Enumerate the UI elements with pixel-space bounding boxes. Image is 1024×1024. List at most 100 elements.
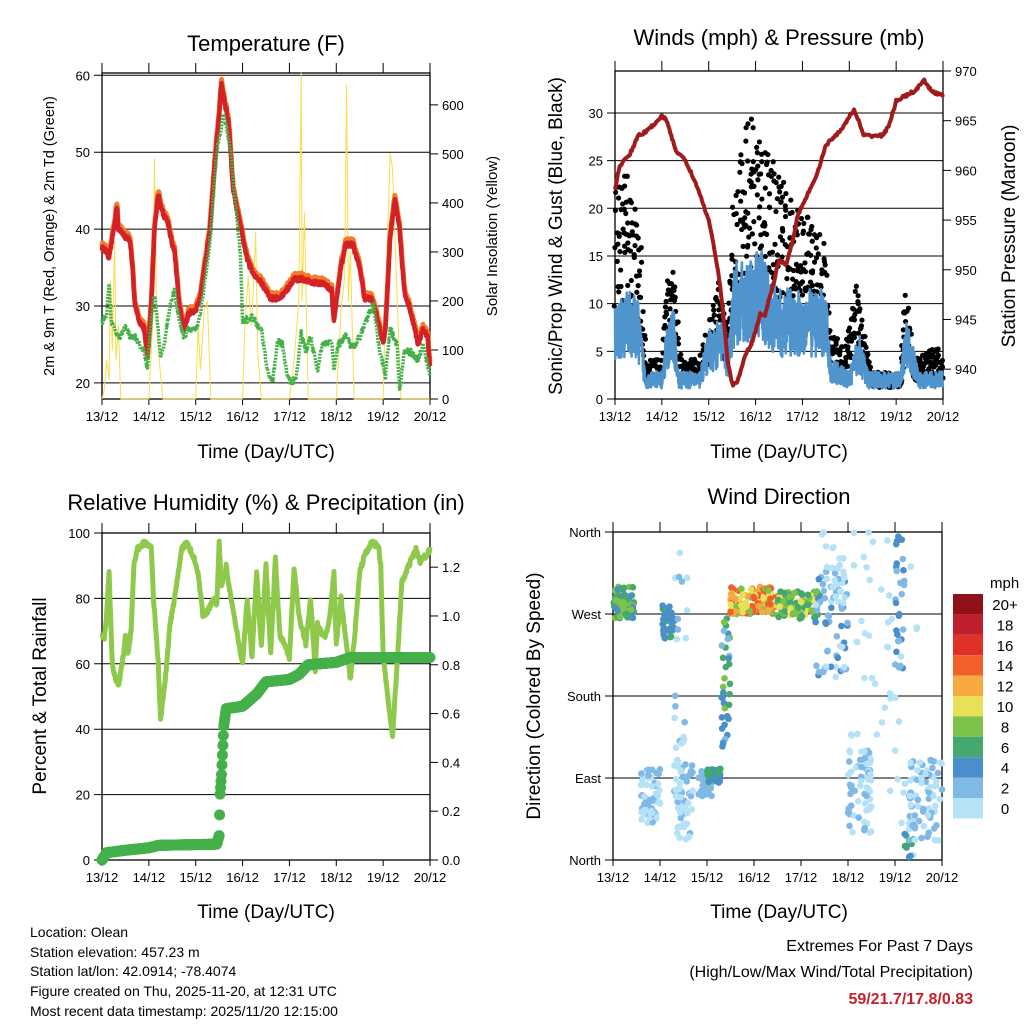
direction-point xyxy=(854,730,861,738)
direction-point xyxy=(907,759,914,767)
gust-point xyxy=(855,293,861,299)
direction-point xyxy=(629,584,637,591)
gust-point xyxy=(741,190,748,196)
gust-point xyxy=(746,234,752,240)
direction-point xyxy=(645,772,652,779)
gust-point xyxy=(621,206,627,212)
direction-point xyxy=(897,662,904,670)
direction-point xyxy=(683,778,691,785)
direction-point xyxy=(699,788,706,795)
direction-point xyxy=(895,718,903,725)
direction-point xyxy=(871,680,879,688)
gust-point xyxy=(863,344,869,351)
humidity-y2tick-label: 0.6 xyxy=(442,707,460,722)
legend-swatch-6 xyxy=(953,736,983,758)
direction-point xyxy=(844,809,852,816)
gust-point xyxy=(900,327,906,333)
direction-point xyxy=(614,607,621,615)
direction-point xyxy=(894,631,901,638)
direction-point xyxy=(726,680,734,688)
temperature-ytick-label: 60 xyxy=(76,68,90,83)
direction-xtick-label: 16/12 xyxy=(738,870,771,885)
gust-point xyxy=(757,204,763,210)
legend-label: 4 xyxy=(1001,760,1009,777)
direction-ytick-label: West xyxy=(572,607,602,622)
dewpoint-2m-line xyxy=(100,112,432,391)
gust-point xyxy=(776,174,782,180)
direction-point xyxy=(672,744,680,751)
extremes-subtitle: (High/Low/Max Wind/Total Precipitation) xyxy=(689,964,973,981)
direction-point xyxy=(858,763,865,771)
temperature-y2tick-label: 300 xyxy=(442,245,464,260)
direction-point xyxy=(892,540,900,548)
direction-point xyxy=(612,597,620,604)
direction-xtick-label: 20/12 xyxy=(926,870,959,885)
gust-point xyxy=(612,207,619,213)
humidity-y2tick-label: 0.8 xyxy=(442,658,460,673)
direction-point xyxy=(885,592,893,599)
direction-point xyxy=(914,766,921,774)
direction-point xyxy=(824,647,831,655)
direction-point xyxy=(688,806,695,813)
direction-point xyxy=(704,767,711,775)
direction-ytick-label: North xyxy=(569,853,601,868)
legend-swatch-2 xyxy=(953,777,983,798)
gust-point xyxy=(745,242,751,248)
direction-point xyxy=(656,800,664,807)
direction-point xyxy=(828,564,836,572)
humidity-xtick-label: 16/12 xyxy=(226,870,259,885)
gust-point xyxy=(631,254,637,261)
direction-point xyxy=(677,809,684,816)
direction-ytick-label: South xyxy=(567,689,601,704)
temperature-ytick-label: 30 xyxy=(76,299,90,314)
legend-swatch-14 xyxy=(953,655,983,676)
info-location: Location: Olean xyxy=(30,924,128,940)
gust-point xyxy=(640,308,646,315)
direction-point xyxy=(687,792,695,800)
humidity-y2tick-label: 0.0 xyxy=(442,853,460,868)
humidity-xtick-label: 17/12 xyxy=(273,870,306,885)
direction-point xyxy=(840,663,848,671)
gust-point xyxy=(808,252,814,258)
direction-point xyxy=(747,586,755,593)
legend-swatch-18 xyxy=(953,614,983,635)
temperature-y2tick-label: 500 xyxy=(442,147,464,162)
direction-point xyxy=(767,600,774,608)
direction-point xyxy=(865,529,872,536)
direction-point xyxy=(918,774,925,782)
direction-point xyxy=(627,606,635,614)
direction-point xyxy=(919,808,927,815)
direction-point xyxy=(750,593,757,601)
direction-point xyxy=(683,606,691,614)
gust-point xyxy=(817,282,824,288)
direction-point xyxy=(776,603,783,611)
legend-label: 6 xyxy=(1001,740,1009,757)
direction-point xyxy=(823,575,831,583)
winds-xtick-label: 16/12 xyxy=(739,409,772,424)
gust-point xyxy=(939,364,946,370)
legend-label: 12 xyxy=(997,679,1014,696)
direction-point xyxy=(764,608,772,615)
humidity-ytick-label: 40 xyxy=(76,722,90,737)
winds-ytick-label: 30 xyxy=(589,106,603,121)
direction-point xyxy=(931,836,939,844)
gust-point xyxy=(772,241,778,247)
gust-point xyxy=(632,242,638,249)
direction-point xyxy=(863,564,870,571)
gust-point xyxy=(675,341,682,347)
gust-point xyxy=(756,215,762,221)
direction-point xyxy=(867,756,874,763)
direction-point xyxy=(671,714,678,722)
gust-point xyxy=(745,121,751,127)
direction-point xyxy=(895,612,903,620)
winds-xtick-label: 18/12 xyxy=(833,409,866,424)
direction-point xyxy=(930,825,938,832)
legend-label: 2 xyxy=(1001,781,1009,798)
sustained-wind-line xyxy=(613,249,945,390)
direction-point xyxy=(847,768,855,776)
direction-point xyxy=(718,642,726,649)
direction-point xyxy=(866,805,873,813)
legend-label: 0 xyxy=(1001,801,1009,818)
gust-point xyxy=(663,311,670,317)
